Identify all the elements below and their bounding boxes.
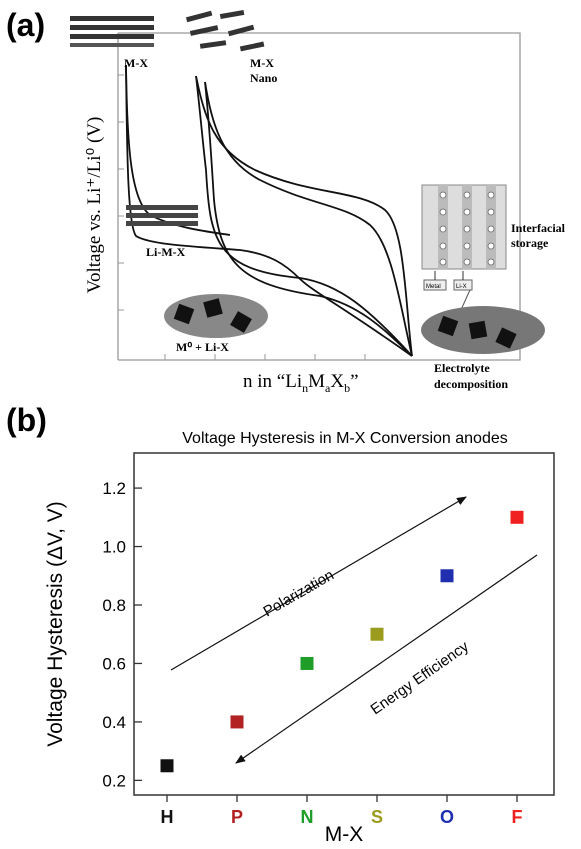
panel-b-title: Voltage Hysteresis in M-X Conversion ano… xyxy=(182,430,508,447)
data-points xyxy=(160,510,524,773)
panel-a: (a) Voltage vs. Li⁺/Li⁰ (V) M-X xyxy=(6,7,566,395)
polarization-arrow xyxy=(170,496,467,671)
panel-a-x-label: n in “LinMaXb” xyxy=(243,371,359,395)
plot-area-frame xyxy=(133,452,555,796)
panel-a-y-label: Voltage vs. Li⁺/Li⁰ (V) xyxy=(84,117,105,294)
panel-b-x-label: M-X xyxy=(325,823,364,846)
x-tick-label-n: N xyxy=(301,807,314,827)
annotation-lix: Li-X xyxy=(456,284,467,290)
annotation-limx: Li-M-X xyxy=(146,245,186,259)
y-ticks: 0.2 0.4 0.6 0.8 1.0 1.2 xyxy=(102,479,142,790)
annotation-electrolyte-2: decomposition xyxy=(434,377,508,391)
annotation-electrolyte-1: Electrolyte xyxy=(434,361,490,375)
y-tick-label: 0.6 xyxy=(102,654,126,673)
bulk-charge-curve xyxy=(125,64,231,236)
bulk-discharge-curve xyxy=(125,64,413,357)
polarization-label: Polarization xyxy=(261,567,337,621)
annotation-mx-nano-2: Nano xyxy=(250,71,277,85)
y-tick-label: 0.4 xyxy=(102,713,126,732)
panel-a-frame xyxy=(118,32,521,361)
y-tick-label: 0.8 xyxy=(102,596,126,615)
data-point-o xyxy=(440,569,454,583)
electrolyte-illustration xyxy=(421,306,545,354)
data-point-h xyxy=(160,759,174,773)
nano-charge-curve-1 xyxy=(195,75,413,357)
annotation-mx: M-X xyxy=(124,56,148,70)
data-point-f xyxy=(510,510,524,524)
energy-efficiency-arrow xyxy=(235,554,538,764)
data-point-s xyxy=(370,627,384,641)
annotation-m0-lix: M⁰ + Li-X xyxy=(176,340,229,354)
annotation-interfacial-2: storage xyxy=(511,236,549,250)
annotation-mx-nano-1: M-X xyxy=(250,56,274,70)
interfacial-illustration xyxy=(421,184,507,313)
nano-discharge-curve-2 xyxy=(204,81,413,357)
x-tick-label-o: O xyxy=(440,807,454,827)
m0-lix-illustration xyxy=(164,294,268,338)
panel-a-label: (a) xyxy=(6,7,45,43)
data-point-n xyxy=(300,656,314,670)
panel-b-label: (b) xyxy=(6,402,47,438)
nano-charge-curve-2 xyxy=(204,81,413,357)
panel-b-chart: (b) Voltage Hysteresis in M-X Conversion… xyxy=(6,402,555,846)
y-tick-label: 0.2 xyxy=(102,771,126,790)
y-tick-label: 1.2 xyxy=(102,479,126,498)
panel-a-ticks xyxy=(118,74,366,360)
panel-b-y-label: Voltage Hysteresis (ΔV, V) xyxy=(44,501,67,747)
y-tick-label: 1.0 xyxy=(102,538,126,557)
x-tick-label-s: S xyxy=(371,807,383,827)
annotation-metal: Metal xyxy=(426,284,441,290)
mx-layers-illustration xyxy=(70,16,154,47)
mx-nano-illustration xyxy=(185,9,265,52)
annotation-interfacial-1: Interfacial xyxy=(511,221,566,235)
x-tick-label-f: F xyxy=(512,807,523,827)
limx-illustration xyxy=(126,205,198,226)
x-tick-label-h: H xyxy=(161,807,174,827)
data-point-p xyxy=(230,715,244,729)
panel-a-curves xyxy=(125,64,413,357)
energy-efficiency-label: Energy Efficiency xyxy=(368,638,473,719)
x-tick-label-p: P xyxy=(231,807,243,827)
